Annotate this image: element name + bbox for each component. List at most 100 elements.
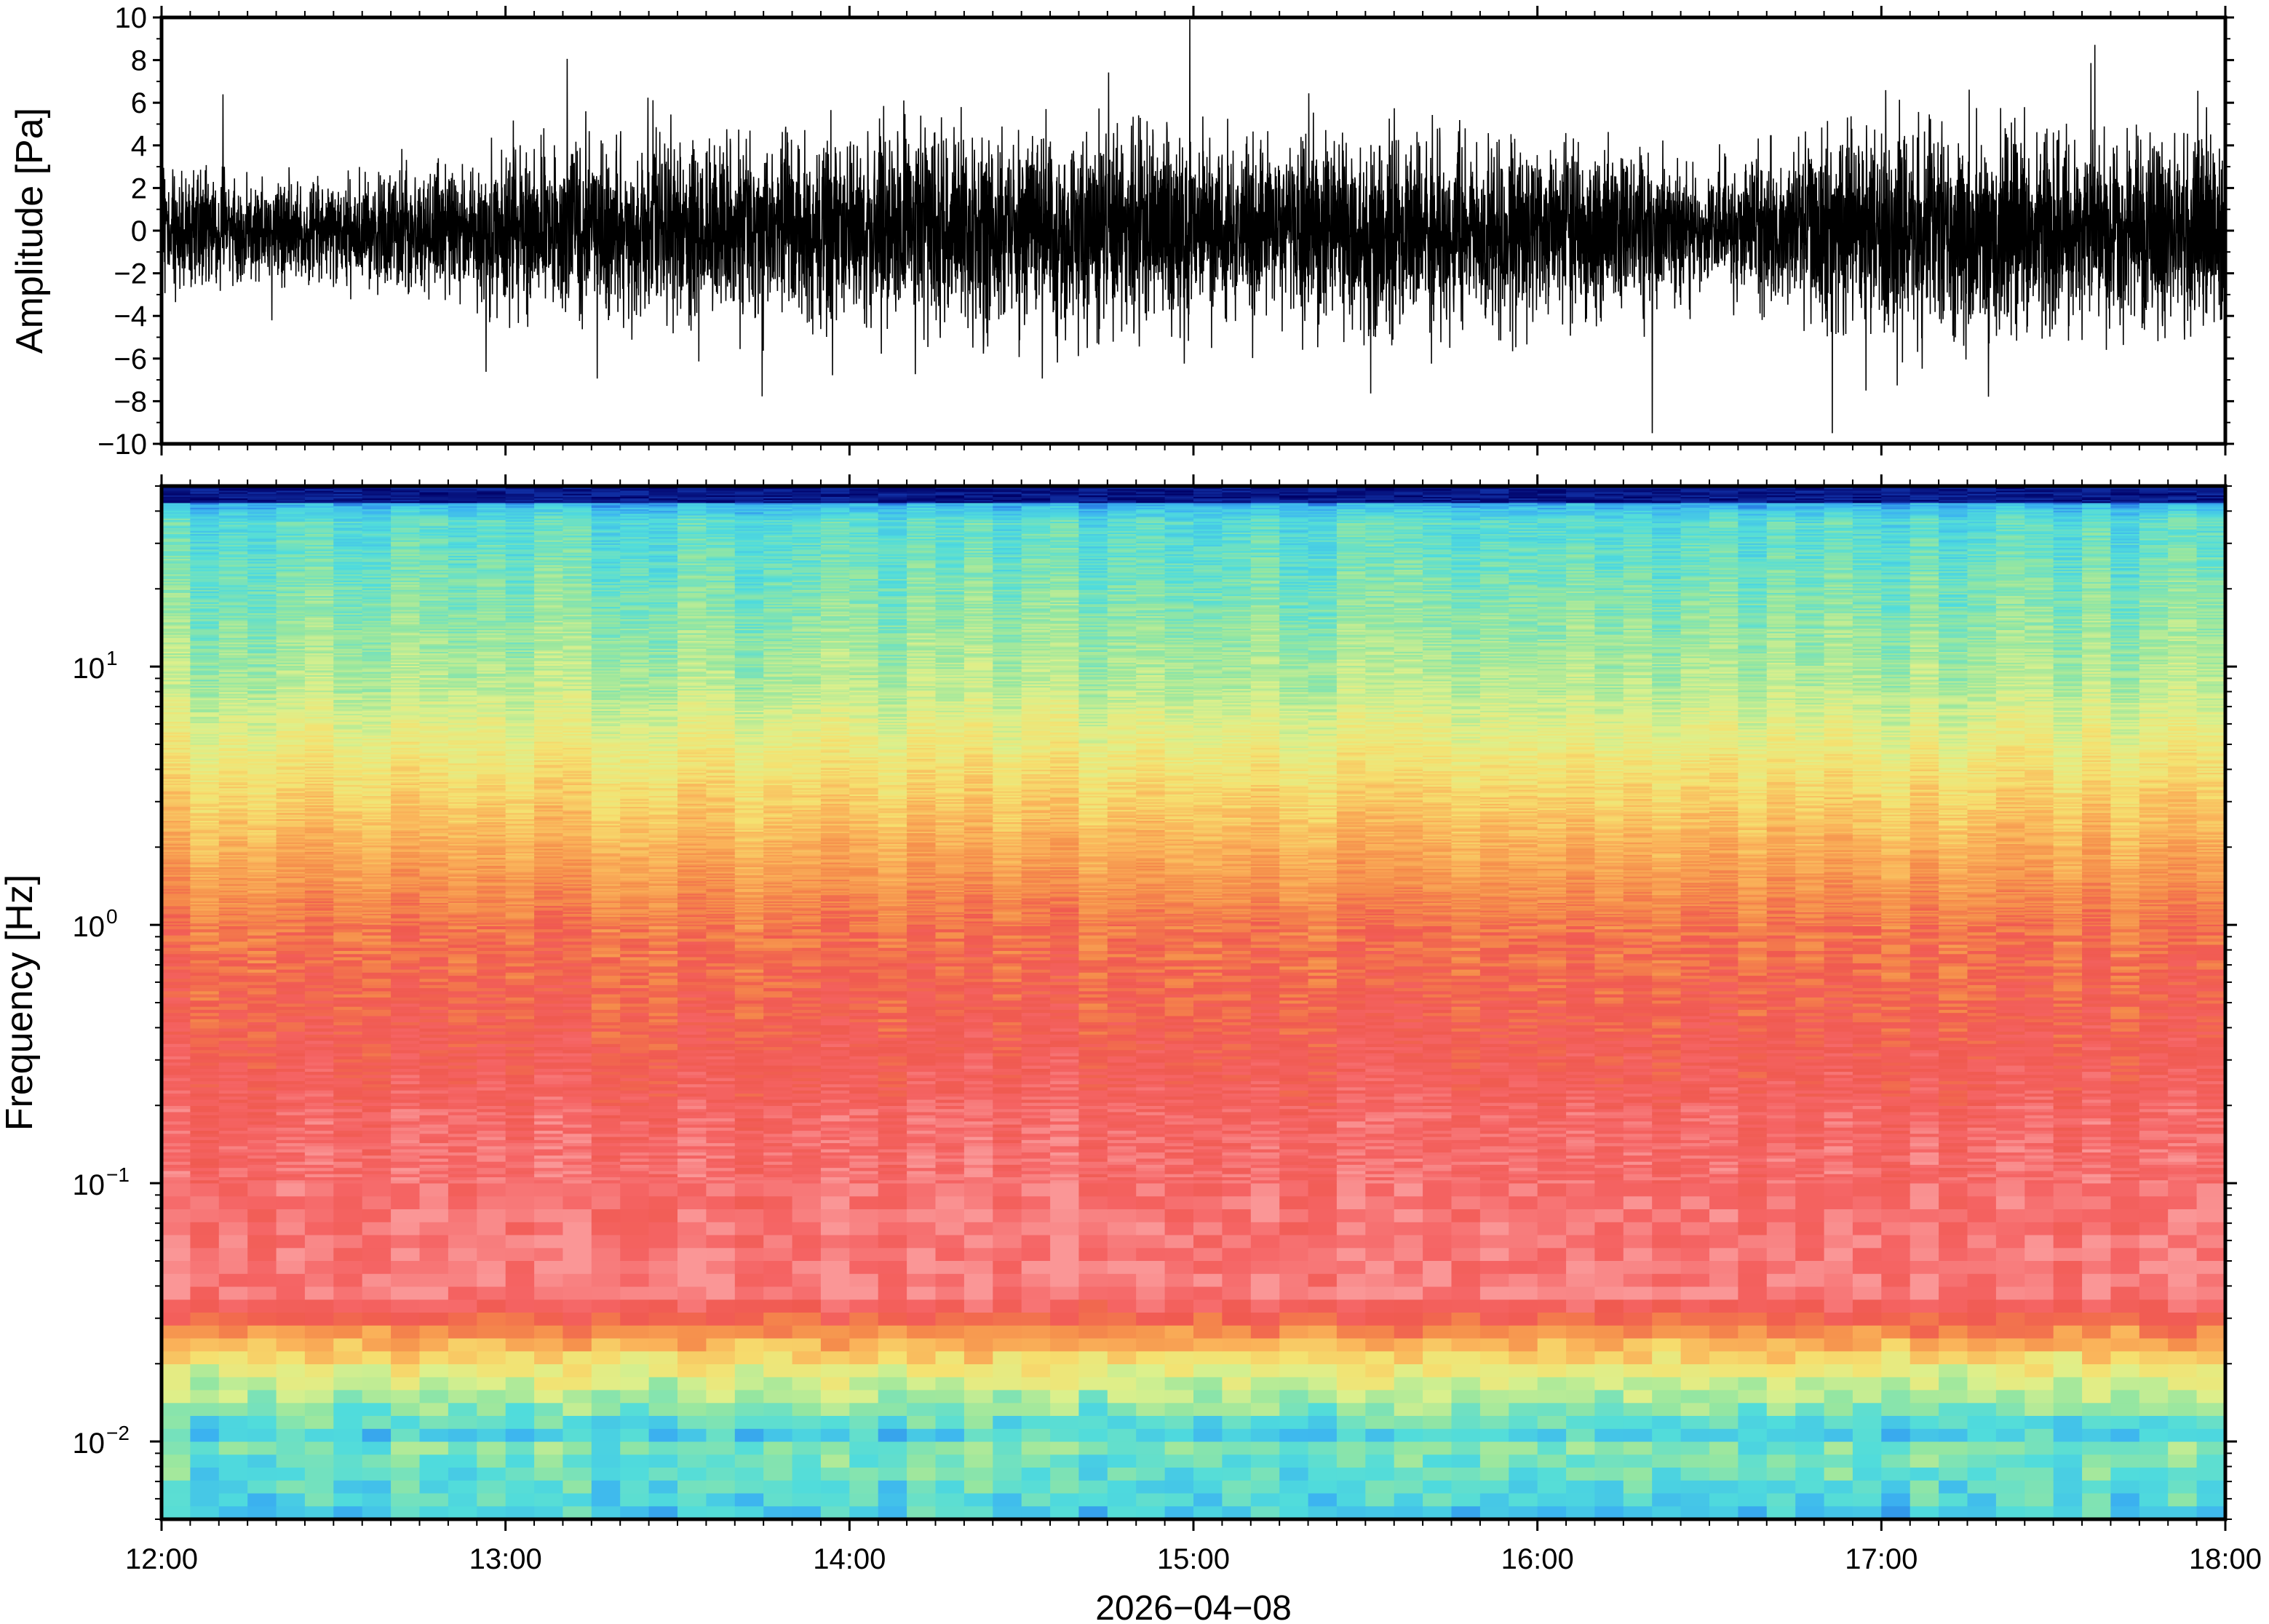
spectrogram-cell bbox=[305, 1084, 334, 1088]
spectrogram-cell bbox=[362, 1364, 392, 1377]
spectrogram-cell bbox=[277, 1287, 306, 1300]
spectrogram-cell bbox=[162, 1010, 191, 1014]
spectrogram-cell bbox=[362, 1106, 392, 1110]
spectrogram-cell bbox=[162, 1019, 191, 1023]
spectrogram-cell bbox=[333, 1184, 362, 1197]
spectrogram-cell bbox=[362, 1494, 392, 1507]
spectrogram-cell bbox=[162, 1047, 191, 1051]
spectrogram-cell bbox=[219, 991, 248, 995]
spectrogram-cell bbox=[391, 1454, 420, 1468]
spectrogram-cell bbox=[190, 1403, 219, 1416]
spectrogram-cell bbox=[362, 1100, 392, 1104]
spectrogram-cell bbox=[362, 1054, 392, 1057]
spectrogram-cell bbox=[362, 1131, 392, 1134]
spectrogram-cell bbox=[277, 1442, 306, 1455]
spectrogram-cell bbox=[362, 948, 392, 952]
spectrogram-cell bbox=[219, 1081, 248, 1085]
spectrogram-cell bbox=[219, 973, 248, 976]
spectrogram-cell bbox=[277, 976, 306, 979]
spectrogram-cell bbox=[162, 1481, 191, 1494]
spectrogram-cell bbox=[247, 1351, 277, 1364]
spectrogram-cell bbox=[362, 1010, 392, 1014]
spectrogram-cell bbox=[305, 1140, 334, 1144]
spectrogram-cell bbox=[162, 1416, 191, 1429]
spectrogram-cell bbox=[391, 1038, 420, 1041]
spectrogram-cell bbox=[219, 1468, 248, 1481]
spectrogram-cell bbox=[219, 1134, 248, 1137]
spectrogram-cell bbox=[333, 1003, 362, 1007]
spectrogram-cell bbox=[190, 1155, 219, 1159]
spectrogram-cell bbox=[305, 1134, 334, 1137]
spectrogram-cell bbox=[277, 1000, 306, 1004]
spectrogram-cell bbox=[162, 1339, 191, 1352]
spectrogram-cell bbox=[247, 1468, 277, 1481]
spectrogram-cell bbox=[362, 1016, 392, 1020]
spectrogram-cell bbox=[391, 1390, 420, 1404]
spectrogram-cell bbox=[305, 1158, 334, 1162]
spectrogram-cell bbox=[362, 1007, 392, 1011]
spectrogram-cell bbox=[277, 1377, 306, 1390]
spectrogram-cell bbox=[219, 1038, 248, 1041]
spectrogram-cell bbox=[162, 1091, 191, 1094]
spectrogram-cell bbox=[391, 948, 420, 952]
spectrogram-cell bbox=[190, 1140, 219, 1144]
spectrogram-cell bbox=[305, 1094, 334, 1097]
spectrogram-cell bbox=[190, 1106, 219, 1110]
spectrogram-cell bbox=[162, 1075, 191, 1078]
spectrogram-cell bbox=[277, 1494, 306, 1507]
spectrogram-cell bbox=[190, 1069, 219, 1072]
spectrogram-cell bbox=[391, 1416, 420, 1429]
spectrogram-cell bbox=[362, 1109, 392, 1112]
spectrogram-cell bbox=[391, 1081, 420, 1085]
spectrogram-cell bbox=[391, 1000, 420, 1004]
spectrogram-cell bbox=[190, 1313, 219, 1326]
spectrogram-cell bbox=[190, 1184, 219, 1197]
spectrogram-cell bbox=[219, 1066, 248, 1070]
spectrogram-cell bbox=[277, 1143, 306, 1147]
spectrogram-cell bbox=[162, 1442, 191, 1455]
spectrogram-cell bbox=[190, 958, 219, 961]
spectrogram-cell bbox=[190, 1016, 219, 1020]
spectrogram-cell bbox=[162, 929, 191, 933]
spectrogram-cell bbox=[162, 1326, 191, 1339]
spectrogram-cell bbox=[333, 991, 362, 995]
spectrogram-cell bbox=[391, 1103, 420, 1107]
spectrogram-cell bbox=[333, 1235, 362, 1249]
spectrogram-cell bbox=[162, 1351, 191, 1364]
spectrogram-cell bbox=[362, 1091, 392, 1094]
spectrogram-cell bbox=[362, 1022, 392, 1026]
spectrogram-cell bbox=[247, 932, 277, 936]
spectrogram-cell bbox=[333, 1050, 362, 1054]
spectrogram-cell bbox=[219, 1125, 248, 1129]
spectrogram-cell bbox=[277, 979, 306, 982]
spectrogram-cell bbox=[305, 1162, 334, 1166]
spectrogram-cell bbox=[362, 929, 392, 933]
spectrogram-cell bbox=[190, 976, 219, 979]
spectrogram-cell bbox=[362, 1094, 392, 1097]
spectrogram-cell bbox=[362, 1081, 392, 1085]
spectrogram-cell bbox=[305, 1416, 334, 1429]
spectrogram-cell bbox=[391, 976, 420, 979]
spectrogram-cell bbox=[305, 1044, 334, 1048]
spectrogram-cell bbox=[333, 1150, 362, 1153]
spectrogram-cell bbox=[247, 1177, 277, 1181]
spectrogram-cell bbox=[219, 1326, 248, 1339]
spectrogram-cell bbox=[247, 929, 277, 933]
spectrogram-cell bbox=[362, 1339, 392, 1352]
spectrogram-cell bbox=[333, 942, 362, 945]
spectrogram-cell bbox=[162, 966, 191, 970]
spectrogram-cell bbox=[219, 1094, 248, 1097]
spectrogram-cell bbox=[190, 1128, 219, 1131]
spectrogram-cell bbox=[391, 1025, 420, 1029]
spectrogram-cell bbox=[391, 1442, 420, 1455]
spectrogram-cell bbox=[333, 1112, 362, 1116]
spectrogram-cell bbox=[333, 1299, 362, 1313]
spectrogram-cell bbox=[190, 1066, 219, 1070]
spectrogram-cell bbox=[247, 1377, 277, 1390]
spectrogram-cell bbox=[391, 1084, 420, 1088]
spectrogram-cell bbox=[333, 1121, 362, 1125]
spectrogram-cell bbox=[333, 1025, 362, 1029]
spectrogram-cell bbox=[362, 1143, 392, 1147]
spectrogram-cell bbox=[391, 1209, 420, 1222]
spectrogram-cell bbox=[333, 1351, 362, 1364]
